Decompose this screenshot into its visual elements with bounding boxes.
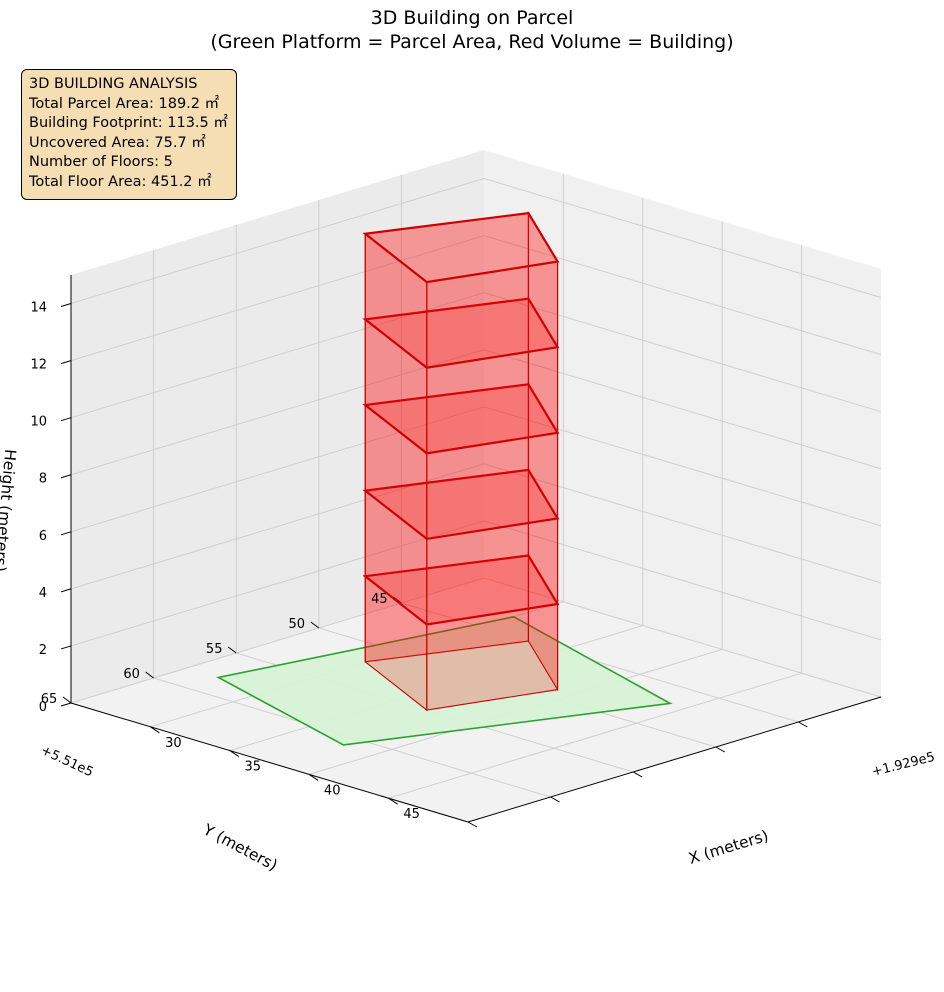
x-tick-label: 40	[324, 783, 341, 798]
y-tick-label: 60	[123, 667, 140, 682]
z-tick-mark	[60, 360, 72, 365]
z-tick-label: 2	[39, 643, 47, 658]
axis-lines	[60, 275, 882, 828]
y-tick-mark	[310, 621, 320, 629]
grid-line	[70, 577, 485, 704]
analysis-info-box: 3D BUILDING ANALYSIS Total Parcel Area: …	[21, 69, 237, 200]
z-axis-label: Height (meters)	[0, 448, 19, 572]
x-tick-mark	[308, 773, 319, 781]
y-tick-mark	[715, 746, 726, 753]
info-line-floors: Number of Floors: 5	[29, 154, 173, 171]
grid-line	[483, 235, 882, 356]
y-tick-mark	[550, 796, 560, 803]
building-floor	[362, 211, 560, 369]
y-tick-mark	[62, 696, 72, 704]
y-offset-label: +5.51e5	[38, 743, 95, 780]
grid-line	[483, 406, 882, 527]
y-axis-line	[70, 702, 469, 823]
building-floor	[362, 553, 560, 712]
info-line-uncovered: Uncovered Area: 75.7 ㎡	[29, 134, 206, 151]
x-tick-mark	[229, 750, 240, 758]
y-tick-label: 65	[41, 692, 58, 707]
building-floor	[362, 467, 560, 626]
grid-line	[70, 520, 485, 647]
z-tick-mark	[60, 531, 72, 536]
grid-line	[401, 602, 799, 723]
z-tick-mark	[60, 474, 72, 479]
x-tick-label: 35	[245, 760, 262, 775]
y-tick-mark	[227, 646, 237, 654]
grid-line	[70, 406, 485, 533]
y-axis-label: Y (meters)	[199, 820, 280, 874]
z-tick-mark	[60, 588, 72, 593]
grid-line	[388, 672, 802, 799]
chart-title-line-1: 3D Building on Parcel	[370, 7, 574, 29]
x-axis-line	[467, 696, 882, 823]
z-tick-label: 14	[30, 301, 47, 316]
z-tick-label: 8	[39, 472, 47, 487]
chart-title-line-2: (Green Platform = Parcel Area, Red Volum…	[210, 31, 734, 53]
building-floor	[362, 296, 560, 455]
axis-panes	[71, 150, 881, 822]
x-tick-label: 45	[403, 807, 420, 822]
y-tick-label: 50	[289, 617, 306, 632]
y-tick-label: 45	[371, 592, 388, 607]
grid-line	[483, 178, 882, 299]
grid-line	[70, 178, 485, 305]
grid-line	[483, 520, 882, 641]
info-line-parcel-area: Total Parcel Area: 189.2 ㎡	[29, 95, 220, 112]
y-tick-label: 55	[206, 642, 223, 657]
x-tick-label: 30	[165, 736, 182, 751]
z-tick-label: 6	[39, 529, 47, 544]
z-tick-label: 10	[30, 415, 47, 430]
z-tick-mark	[60, 702, 72, 707]
grid-line	[483, 577, 882, 698]
building-volume	[362, 211, 560, 712]
y-tick-mark	[798, 721, 808, 728]
x-tick-mark	[388, 797, 398, 805]
grid-line	[70, 235, 485, 362]
grid-line	[483, 292, 882, 413]
info-line-floor-area: Total Floor Area: 451.2 ㎡	[29, 173, 212, 190]
grid-line	[70, 349, 485, 476]
y-tick-mark	[145, 671, 154, 679]
x-tick-mark	[150, 726, 160, 734]
z-tick-mark	[60, 417, 72, 422]
z-tick-label: 4	[39, 586, 47, 601]
x-axis-label: X (meters)	[687, 827, 771, 868]
chart-title: 3D Building on Parcel (Green Platform = …	[0, 6, 944, 54]
building-floor-slab	[362, 211, 560, 284]
z-tick-label: 0	[39, 700, 47, 715]
building-floor	[362, 382, 560, 541]
z-tick-label: 12	[30, 358, 47, 373]
info-line-footprint: Building Footprint: 113.5 ㎡	[29, 115, 228, 132]
pane-back-right	[484, 150, 881, 697]
pane-back-left	[71, 150, 484, 703]
y-tick-mark	[467, 821, 478, 828]
z-tick-mark	[60, 645, 72, 650]
y-tick-mark	[632, 771, 643, 778]
x-offset-label: +1.929e5	[870, 750, 936, 780]
grid-line	[483, 463, 882, 584]
z-tick-mark	[60, 303, 72, 308]
info-heading: 3D BUILDING ANALYSIS	[29, 76, 198, 92]
grid-line	[483, 349, 882, 470]
